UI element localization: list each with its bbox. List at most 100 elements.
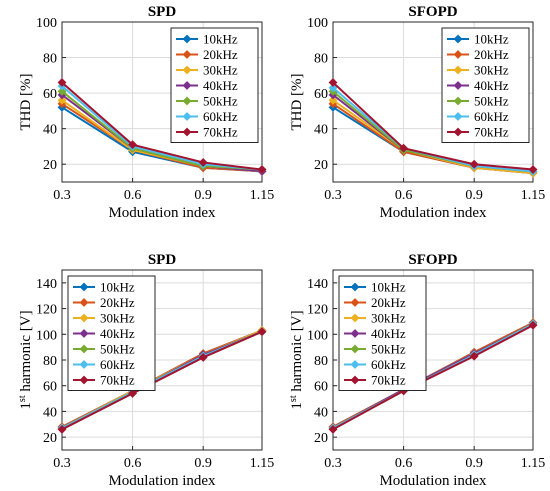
legend-label: 40kHz (100, 326, 135, 341)
legend-marker (453, 96, 463, 106)
legend-marker (453, 112, 463, 121)
x-axis-label: Modulation index (108, 473, 216, 489)
y-tick-label: 40 (43, 405, 57, 420)
data-point (469, 351, 479, 361)
legend-marker (182, 81, 192, 90)
x-axis-label: Modulation index (379, 473, 487, 489)
y-axis-label: 1st harmonic [V] (17, 310, 35, 409)
y-tick-label: 40 (43, 123, 57, 138)
legend-marker (79, 375, 89, 385)
data-point (328, 83, 338, 93)
x-tick-label: 1.15 (521, 456, 546, 471)
x-tick-label: 1.15 (521, 188, 546, 203)
y-tick-label: 120 (307, 303, 328, 318)
chart-title: SPD (148, 4, 177, 20)
y-tick-label: 40 (314, 405, 328, 420)
legend-marker (182, 34, 192, 44)
legend-label: 50kHz (371, 342, 406, 357)
legend-label: 40kHz (371, 326, 406, 341)
y-tick-label: 60 (43, 380, 57, 395)
series-line-70kHz (61, 81, 263, 171)
chart-title: SFOPD (408, 252, 457, 268)
y-tick-label: 140 (307, 277, 328, 292)
legend-marker (182, 96, 192, 106)
data-point (328, 425, 338, 434)
legend-label: 10kHz (203, 32, 238, 47)
legend-label: 70kHz (203, 125, 238, 140)
legend-marker (350, 282, 360, 292)
legend-marker (453, 127, 463, 137)
legend-label: 40kHz (203, 78, 238, 93)
y-tick-label: 100 (36, 328, 57, 343)
legend-label: 10kHz (100, 280, 135, 295)
y-tick-label: 80 (314, 354, 328, 369)
data-point (57, 425, 67, 434)
legend-marker (182, 50, 192, 59)
legend-marker (182, 127, 192, 137)
data-point (57, 95, 67, 105)
y-tick-label: 60 (43, 87, 57, 102)
chart-title: SPD (148, 252, 177, 268)
x-tick-label: 0.6 (124, 188, 142, 203)
x-tick-label: 0.9 (194, 456, 212, 471)
x-axis-label: Modulation index (108, 205, 216, 221)
x-axis-label: Modulation index (379, 205, 487, 221)
y-axis-label: THD [%] (18, 73, 34, 130)
legend-marker (79, 313, 89, 323)
legend-label: 70kHz (371, 373, 406, 388)
legend-marker (182, 112, 192, 121)
y-tick-label: 140 (36, 277, 57, 292)
y-tick-label: 100 (307, 16, 328, 31)
data-point (57, 86, 67, 96)
x-tick-label: 1.15 (250, 188, 275, 203)
legend-marker (79, 344, 89, 354)
legend-label: 20kHz (474, 47, 509, 62)
chart-title: SFOPD (408, 4, 457, 20)
y-tick-label: 40 (314, 123, 328, 138)
x-tick-label: 0.6 (395, 188, 413, 203)
legend-label: 60kHz (474, 109, 509, 124)
legend-label: 70kHz (474, 125, 509, 140)
legend-label: 60kHz (100, 357, 135, 372)
legend-marker (453, 81, 463, 90)
legend-label: 10kHz (474, 32, 509, 47)
y-tick-label: 80 (43, 354, 57, 369)
legend-marker (79, 298, 89, 307)
series-line-70kHz (332, 324, 534, 431)
series-line-70kHz (61, 330, 263, 431)
chart-2: 0.3 0.6 0.9 1.15 20 40 60 80 100 SFOPD Modulation … (289, 4, 545, 221)
legend-marker (350, 344, 360, 354)
x-tick-label: 0.9 (465, 188, 483, 203)
chart-3: 0.3 0.6 0.9 1.15 20 40 60 80 100 120 140 SPD Modulat… (17, 252, 275, 489)
legend-marker (350, 313, 360, 323)
data-point (528, 320, 538, 330)
legend-marker (350, 375, 360, 385)
x-tick-label: 1.15 (250, 456, 275, 471)
x-tick-label: 0.6 (124, 456, 142, 471)
legend-marker (453, 65, 463, 75)
legend-label: 70kHz (100, 373, 135, 388)
legend-marker (79, 329, 89, 338)
legend-marker (453, 50, 463, 59)
y-tick-label: 60 (314, 87, 328, 102)
y-tick-label: 20 (314, 158, 328, 173)
legend-marker (350, 329, 360, 338)
legend-marker (453, 34, 463, 44)
data-point (198, 158, 208, 167)
y-tick-label: 20 (43, 431, 57, 446)
legend-marker (350, 298, 360, 307)
legend-marker (182, 65, 192, 75)
legend-label: 30kHz (474, 63, 509, 78)
legend-label: 40kHz (474, 78, 509, 93)
y-tick-label: 120 (36, 303, 57, 318)
legend-marker (350, 360, 360, 369)
chart-1: 0.3 0.6 0.9 1.15 20 40 60 80 100 SPD Modulation in… (18, 4, 274, 221)
data-point (128, 389, 138, 398)
data-point (257, 327, 267, 337)
legend-label: 20kHz (100, 295, 135, 310)
data-point (528, 165, 538, 174)
x-tick-label: 0.3 (324, 456, 342, 471)
y-tick-label: 100 (307, 328, 328, 343)
